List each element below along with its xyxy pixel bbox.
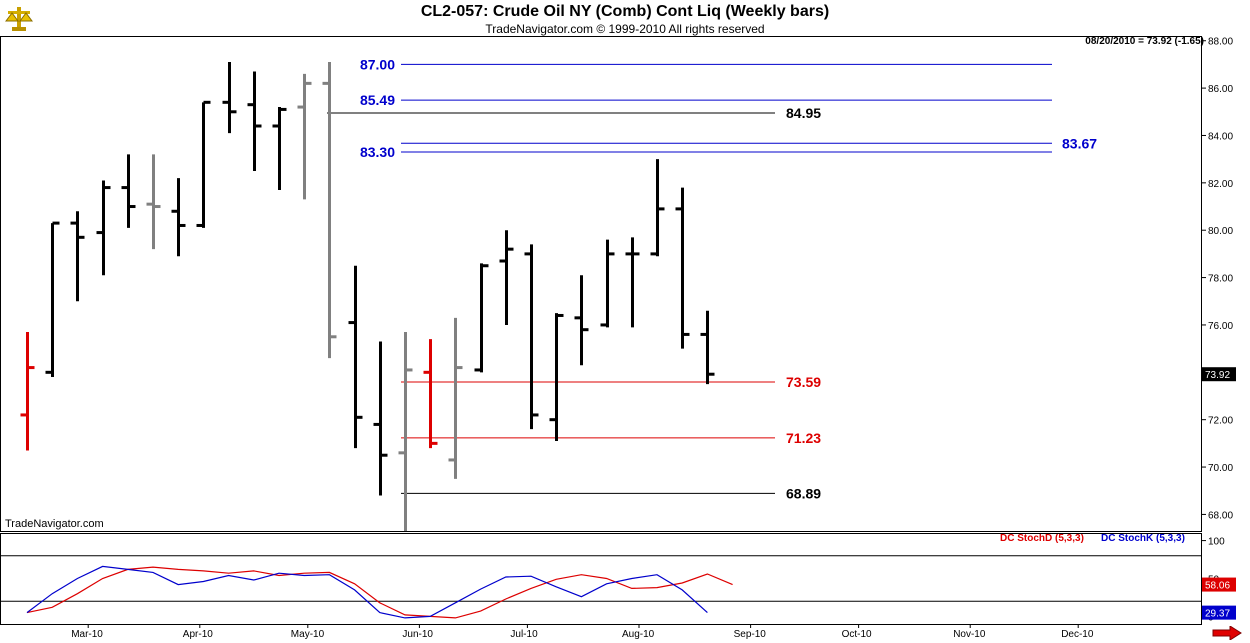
- month-tick-label: Oct-10: [842, 629, 872, 640]
- red-right-arrow-icon[interactable]: [1212, 626, 1242, 640]
- level-label-83.67: 83.67: [1062, 135, 1097, 151]
- oscillator-panel-frame: [0, 533, 1202, 625]
- month-tick-label: Sep-10: [734, 629, 767, 640]
- copyright-subtitle: TradeNavigator.com © 1999-2010 All right…: [485, 22, 765, 36]
- price-tick-label: 88.00: [1208, 37, 1233, 48]
- stochd-line[interactable]: [26, 566, 733, 619]
- chart-title: CL2-057: Crude Oil NY (Comb) Cont Liq (W…: [420, 3, 830, 20]
- watermark: TradeNavigator.com: [5, 518, 104, 530]
- month-tick-label: Mar-10: [71, 629, 103, 640]
- price-readout: 08/20/2010 = 73.92 (-1.65): [1085, 36, 1204, 47]
- level-label-87.00: 87.00: [360, 56, 395, 72]
- osc-last-box: [1202, 605, 1236, 620]
- month-tick-label: Aug-10: [622, 629, 655, 640]
- stochk-line[interactable]: [26, 565, 708, 619]
- osc-last-label: 58.06: [1205, 581, 1230, 592]
- month-tick-label: Jun-10: [402, 629, 433, 640]
- price-tick-label: 78.00: [1208, 274, 1233, 285]
- level-label-71.23: 71.23: [786, 430, 821, 446]
- month-tick-label: Apr-10: [183, 629, 213, 640]
- stochk-legend: DC StochK (5,3,3): [1101, 533, 1185, 544]
- gold-scale-logo-icon: [5, 7, 33, 31]
- month-tick-label: May-10: [291, 629, 325, 640]
- stochd-legend: DC StochD (5,3,3): [1000, 533, 1084, 544]
- level-label-83.30: 83.30: [360, 144, 395, 160]
- osc-last-box: [1202, 577, 1236, 592]
- level-label-85.49: 85.49: [360, 92, 395, 108]
- month-tick-label: Jul-10: [510, 629, 538, 640]
- price-tick-label: 86.00: [1208, 84, 1233, 95]
- osc-tick-label: 100: [1208, 537, 1225, 548]
- last-price-box: [1202, 367, 1236, 382]
- price-tick-label: 76.00: [1208, 321, 1233, 332]
- last-price-label: 73.92: [1205, 370, 1230, 381]
- price-tick-label: 84.00: [1208, 131, 1233, 142]
- price-tick-label: 70.00: [1208, 463, 1233, 474]
- price-tick-label: 82.00: [1208, 179, 1233, 190]
- month-tick-label: Nov-10: [953, 629, 986, 640]
- osc-last-label: 29.37: [1205, 609, 1230, 620]
- level-label-68.89: 68.89: [786, 485, 821, 501]
- price-panel-frame: [0, 36, 1202, 532]
- price-tick-label: 72.00: [1208, 416, 1233, 427]
- month-tick-label: Dec-10: [1061, 629, 1094, 640]
- level-label-84.95: 84.95: [786, 105, 821, 121]
- price-tick-label: 80.00: [1208, 226, 1233, 237]
- price-tick-label: 68.00: [1208, 510, 1233, 521]
- level-label-73.59: 73.59: [786, 374, 821, 390]
